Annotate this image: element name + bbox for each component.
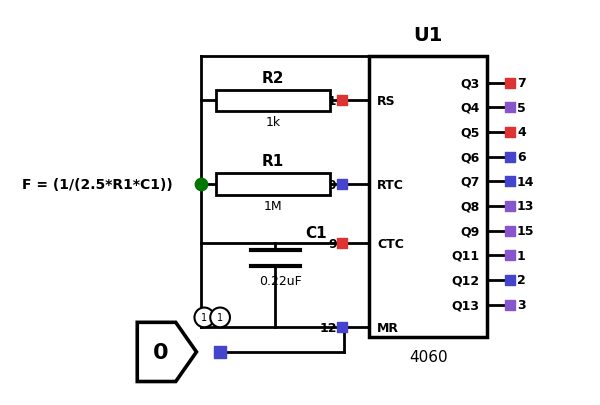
Text: 10: 10 <box>320 178 337 191</box>
Point <box>338 241 347 247</box>
Point <box>505 302 515 308</box>
Text: Q7: Q7 <box>460 175 479 188</box>
Text: Q8: Q8 <box>460 200 479 213</box>
Text: 9: 9 <box>329 237 337 250</box>
Text: 2: 2 <box>517 274 526 287</box>
Text: 15: 15 <box>517 224 535 237</box>
Point <box>338 98 347 104</box>
Text: 4060: 4060 <box>409 349 448 364</box>
Point <box>505 277 515 284</box>
Text: RTC: RTC <box>377 178 404 191</box>
Text: Q9: Q9 <box>460 224 479 237</box>
Text: Q6: Q6 <box>460 151 479 164</box>
Text: MR: MR <box>377 321 399 334</box>
Point <box>505 252 515 259</box>
Text: 0.22uF: 0.22uF <box>259 274 302 287</box>
Point <box>505 179 515 185</box>
Text: C1: C1 <box>305 226 326 241</box>
Text: 1M: 1M <box>263 200 282 213</box>
Text: Q3: Q3 <box>460 77 479 90</box>
Text: F = (1/(2.5*R1*C1)): F = (1/(2.5*R1*C1)) <box>22 178 173 192</box>
Point <box>338 181 347 188</box>
Text: 1: 1 <box>201 313 208 323</box>
Text: Q11: Q11 <box>451 249 479 262</box>
Text: 5: 5 <box>517 102 526 115</box>
Text: RS: RS <box>377 95 395 108</box>
Text: R1: R1 <box>262 154 284 169</box>
Text: 1: 1 <box>217 313 223 323</box>
Polygon shape <box>137 322 196 382</box>
Bar <box>369 57 487 337</box>
Bar <box>216 90 329 112</box>
Point <box>338 324 347 331</box>
Text: 12: 12 <box>320 321 337 334</box>
Text: Q13: Q13 <box>452 298 479 311</box>
Text: CTC: CTC <box>377 237 404 250</box>
Bar <box>216 174 329 196</box>
Text: Q5: Q5 <box>460 126 479 139</box>
Point <box>505 105 515 111</box>
Text: 7: 7 <box>517 77 526 90</box>
Point <box>505 228 515 234</box>
Text: 1k: 1k <box>265 116 280 129</box>
Circle shape <box>210 308 230 328</box>
Point <box>505 80 515 87</box>
Text: Q12: Q12 <box>451 274 479 287</box>
Circle shape <box>194 308 214 328</box>
Text: U1: U1 <box>413 26 443 45</box>
Text: 3: 3 <box>517 298 526 311</box>
Point <box>215 349 225 355</box>
Text: 13: 13 <box>517 200 535 213</box>
Text: Q4: Q4 <box>460 102 479 115</box>
Text: R2: R2 <box>262 70 284 85</box>
Text: 0: 0 <box>153 342 169 362</box>
Text: 11: 11 <box>320 95 337 108</box>
Text: 14: 14 <box>517 175 535 188</box>
Point <box>505 203 515 210</box>
Text: 1: 1 <box>517 249 526 262</box>
Point <box>197 181 206 188</box>
Text: 4: 4 <box>517 126 526 139</box>
Point <box>505 154 515 160</box>
Text: 6: 6 <box>517 151 526 164</box>
Point <box>505 130 515 136</box>
